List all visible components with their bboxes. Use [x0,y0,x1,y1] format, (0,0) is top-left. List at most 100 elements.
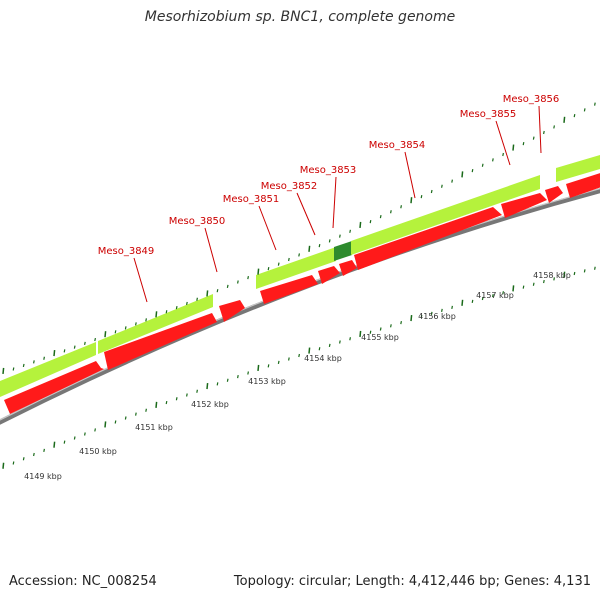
tick-mark [22,363,25,368]
tick-mark [165,400,168,405]
tick-mark [481,296,484,301]
tick-mark [308,245,311,252]
tick-mark [53,350,56,357]
cds-feature[interactable] [104,313,217,370]
tick-mark [594,266,596,270]
gene-label[interactable]: Meso_3854 [369,140,426,151]
cds-feature[interactable] [501,193,547,218]
map-title: Mesorhizobium sp. BNC1, complete genome [144,9,456,25]
tick-mark [349,229,351,233]
kbp-scale-label: 4151 kbp [135,423,173,432]
tick-mark [73,436,76,440]
kbp-scale-label: 4152 kbp [191,400,229,409]
tick-mark [267,364,270,368]
tick-mark [135,322,137,326]
tick-mark [2,367,5,375]
tick-mark [216,382,219,386]
tick-mark [328,239,331,243]
tick-mark [196,297,198,301]
gene-feature[interactable] [334,241,352,261]
gene-label[interactable]: Meso_3856 [503,94,560,105]
kbp-scale-label: 4158 kbp [533,271,571,280]
tick-mark [145,318,147,322]
tick-mark [359,330,362,338]
tick-mark [451,305,453,309]
gene-feature[interactable] [98,294,213,354]
tick-mark [73,345,76,349]
cds-feature[interactable] [566,170,600,198]
gene-label[interactable]: Meso_3849 [98,246,155,257]
gene-label[interactable]: Meso_3855 [460,109,517,120]
tick-mark [532,136,535,140]
tick-mark [84,432,86,436]
tick-mark [247,275,249,280]
tick-mark [583,108,586,112]
cds-track [4,170,600,414]
tick-mark [114,420,117,424]
tick-mark [308,347,311,354]
tick-mark [53,441,56,448]
tick-mark [390,210,392,214]
cds-feature[interactable] [219,300,245,322]
leader-line [204,227,218,273]
tick-mark [594,102,596,106]
kbp-scale-label: 4157 kbp [476,291,514,300]
tick-mark [369,330,372,334]
tick-mark [318,347,321,351]
gene-label[interactable]: Meso_3853 [300,165,357,176]
tick-mark [563,116,566,123]
tick-mark [471,168,474,173]
tick-mark [430,311,433,315]
leader-line [258,205,277,251]
tick-mark [43,356,45,360]
leader-line [332,176,337,229]
gene-label[interactable]: Meso_3850 [169,216,226,227]
cds-feature[interactable] [260,275,318,304]
kbp-scale-label: 4150 kbp [79,447,117,456]
cds-feature[interactable] [339,260,357,276]
cds-feature[interactable] [354,207,502,270]
tick-mark [441,308,443,312]
cds-feature[interactable] [545,186,563,203]
tick-mark [216,289,219,293]
tick-mark [298,353,300,358]
tick-mark [247,371,249,375]
tick-mark [257,268,260,275]
tick-mark [226,284,229,288]
tick-mark [390,324,392,328]
kbp-scale-label: 4154 kbp [304,354,342,363]
outer-tick-track [2,102,596,375]
tick-mark [186,393,188,397]
tick-mark [175,305,178,310]
gene-label[interactable]: Meso_3851 [223,194,280,205]
tick-mark [226,378,229,382]
tick-mark [43,448,45,452]
tick-mark [410,197,413,204]
tick-mark [104,331,107,338]
tick-mark [339,340,341,344]
tick-mark [237,280,239,284]
gene-feature[interactable] [0,342,96,397]
tick-mark [573,271,576,276]
tick-mark [124,416,127,420]
tick-mark [583,269,586,273]
cds-feature[interactable] [4,361,104,414]
tick-mark [114,330,117,334]
gene-feature[interactable] [351,175,540,255]
gene-label[interactable]: Meso_3852 [261,181,318,192]
tick-mark [175,397,178,401]
tick-mark [135,412,137,416]
tick-mark [512,285,515,292]
gene-feature[interactable] [256,247,336,289]
tick-mark [420,194,423,199]
tick-mark [33,452,35,457]
tick-mark [328,343,331,347]
tick-mark [369,219,372,224]
tick-mark [267,267,270,271]
cds-feature[interactable] [318,266,340,284]
tick-mark [522,285,525,289]
tick-mark [553,125,555,129]
gene-feature[interactable] [556,152,600,182]
tick-mark [543,130,545,135]
